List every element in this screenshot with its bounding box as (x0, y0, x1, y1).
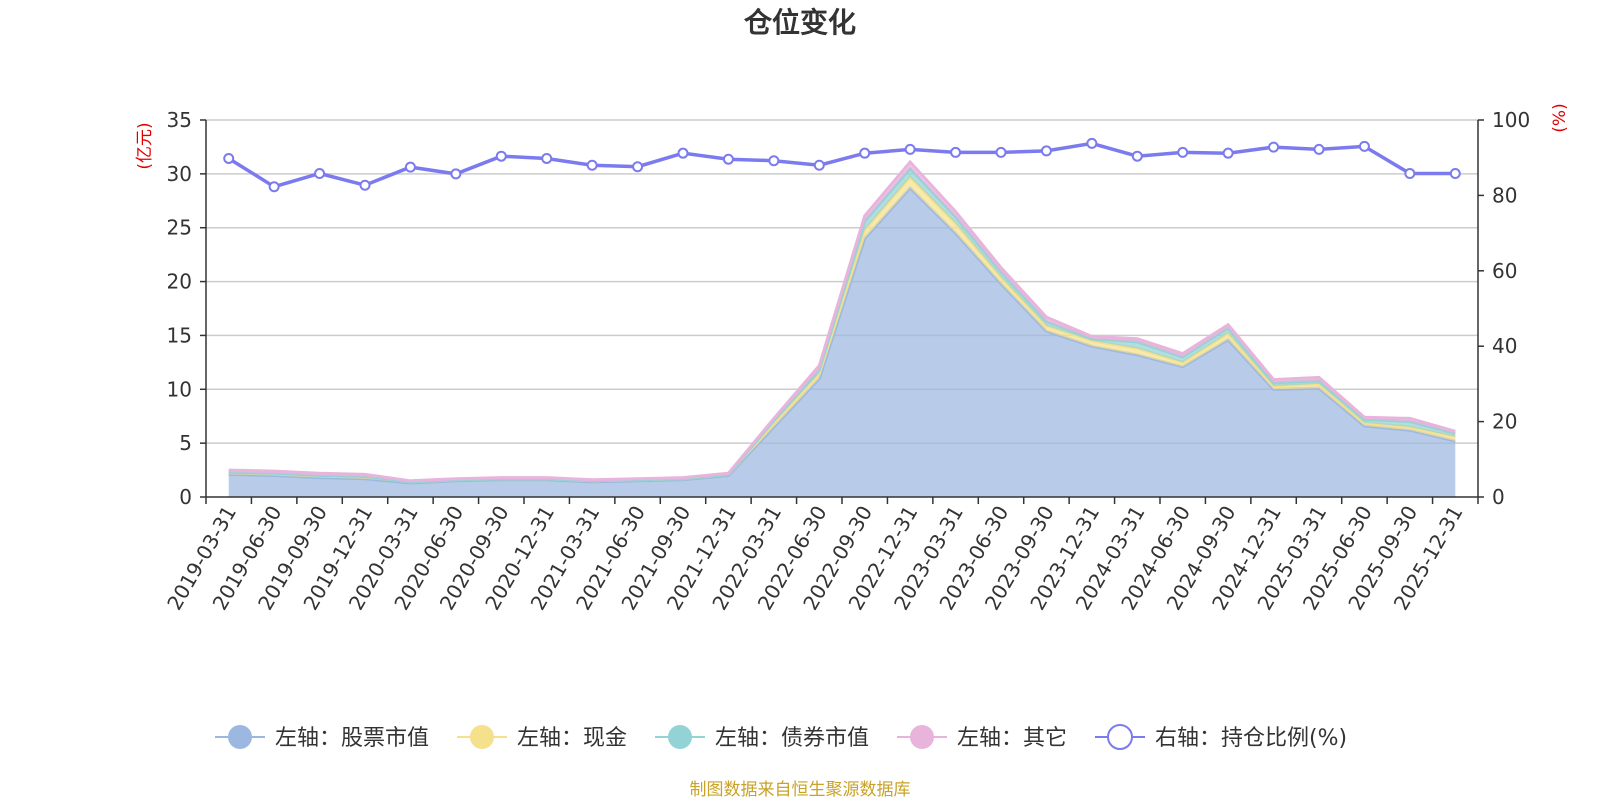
position-ratio-point (995, 146, 1007, 158)
left-axis-unit: (亿元) (135, 122, 155, 169)
right-tick-label: 20 (1492, 410, 1517, 434)
position-ratio-point (495, 150, 507, 162)
position-ratio-point (1268, 141, 1280, 153)
area-layer (228, 159, 1456, 497)
chart-title: 仓位变化 (744, 6, 856, 39)
legend-label: 左轴：股票市值 (275, 726, 429, 751)
position-ratio-point (1449, 168, 1461, 180)
position-ratio-point (223, 152, 235, 164)
legend-item: 左轴：股票市值 (215, 725, 429, 751)
legend-marker (1107, 724, 1133, 750)
position-ratio-point (404, 161, 416, 173)
left-tick-label: 25 (167, 216, 192, 240)
legend-label: 左轴：现金 (517, 726, 627, 751)
position-ratio-point (1222, 147, 1234, 159)
position-ratio-point (813, 159, 825, 171)
left-tick-label: 0 (179, 485, 192, 509)
position-ratio-point (1358, 140, 1370, 152)
right-tick-label: 60 (1492, 259, 1517, 283)
position-ratio-point (1086, 137, 1098, 149)
position-ratio-point (859, 147, 871, 159)
legend-item: 右轴：持仓比例(%) (1095, 724, 1347, 751)
legend-label: 右轴：持仓比例(%) (1155, 726, 1347, 751)
position-ratio-point (632, 161, 644, 173)
legend-item: 左轴：债券市值 (655, 725, 869, 751)
right-tick-label: 40 (1492, 334, 1517, 358)
legend-label: 左轴：其它 (957, 726, 1067, 751)
position-ratio-point (1313, 143, 1325, 155)
area-左轴：股票市值 (228, 187, 1456, 497)
position-ratio-point (541, 152, 553, 164)
position-ratio-point (904, 143, 916, 155)
legend-marker (470, 725, 494, 749)
legend-label: 左轴：债券市值 (715, 726, 869, 751)
right-tick-label: 80 (1492, 183, 1517, 207)
right-tick-label: 0 (1492, 485, 1505, 509)
position-ratio-point (268, 181, 280, 193)
position-ratio-point (1177, 146, 1189, 158)
left-tick-label: 15 (167, 323, 192, 347)
left-tick-label: 5 (179, 431, 192, 455)
left-tick-label: 35 (167, 108, 192, 132)
position-ratio-point (722, 153, 734, 165)
position-ratio-point (1404, 168, 1416, 180)
legend-item: 左轴：其它 (897, 725, 1067, 751)
right-tick-label: 100 (1492, 108, 1530, 132)
position-ratio-line (227, 141, 1456, 189)
legend-marker (228, 725, 252, 749)
position-ratio-point (677, 147, 689, 159)
left-tick-label: 10 (167, 377, 192, 401)
position-ratio-point (768, 155, 780, 167)
position-ratio-point (950, 146, 962, 158)
position-ratio-point (359, 179, 371, 191)
legend-marker (910, 725, 934, 749)
right-axis-unit: (%) (1550, 103, 1570, 132)
position-ratio-point (1131, 150, 1143, 162)
left-tick-label: 30 (167, 162, 192, 186)
position-ratio-point (314, 168, 326, 180)
data-source-note: 制图数据来自恒生聚源数据库 (690, 780, 911, 800)
left-tick-label: 20 (167, 270, 192, 294)
right-line-layer (223, 137, 1461, 193)
position-ratio-point (450, 168, 462, 180)
position-ratio-point (586, 159, 598, 171)
position-ratio-point (1040, 145, 1052, 157)
legend-item: 左轴：现金 (457, 725, 627, 751)
legend: 左轴：股票市值 左轴：现金 左轴：债券市值 左轴：其它 右轴：持仓比例(%) (215, 724, 1347, 751)
legend-marker (668, 725, 692, 749)
area-line-左轴：其它 (228, 159, 1456, 483)
